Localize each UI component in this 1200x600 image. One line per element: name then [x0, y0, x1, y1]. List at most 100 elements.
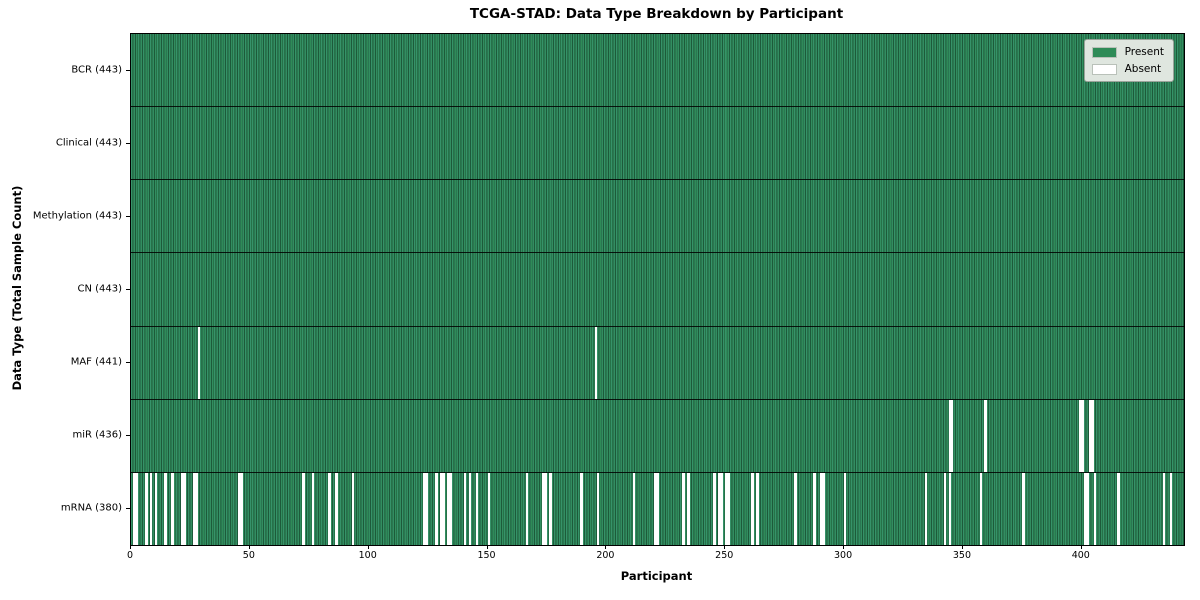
absent-gap: [468, 472, 471, 545]
legend: Present Absent: [1083, 39, 1174, 82]
x-tick-label: 400: [1071, 550, 1090, 561]
heatmap-row-clinical: [131, 107, 1184, 181]
absent-gap: [197, 326, 200, 399]
absent-gap: [725, 472, 728, 545]
heatmap-row-methylation: [131, 180, 1184, 254]
absent-gap: [580, 472, 583, 545]
x-tick-mark: [248, 545, 250, 549]
y-tick-mark: [126, 288, 130, 290]
x-axis-label: Participant: [620, 569, 693, 583]
legend-item-present: Present: [1091, 46, 1164, 58]
y-tick-mark: [126, 69, 130, 71]
y-tick-mark: [126, 142, 130, 144]
heatmap-row-bcr: [131, 34, 1184, 108]
absent-gap: [594, 326, 597, 399]
absent-gap: [656, 472, 659, 545]
absent-gap: [844, 472, 847, 545]
x-tick-label: 350: [952, 550, 972, 561]
absent-gap: [653, 472, 657, 545]
heatmap-rows: [131, 34, 1184, 545]
chart-title: TCGA-STAD: Data Type Breakdown by Partic…: [469, 6, 844, 22]
legend-item-absent: Absent: [1091, 63, 1164, 75]
absent-gap: [1117, 472, 1120, 545]
absent-gap: [687, 472, 690, 545]
absent-gap: [335, 472, 338, 545]
y-tick-label: MAF (441): [70, 356, 122, 367]
y-tick-mark: [126, 507, 130, 509]
present-swatch-icon: [1091, 46, 1117, 58]
absent-gap: [713, 472, 716, 545]
x-tick-mark: [843, 545, 845, 549]
absent-gap: [475, 472, 479, 545]
absent-gap: [423, 472, 426, 545]
heatmap-row-cn: [131, 253, 1184, 327]
plot-area: Present Absent: [130, 33, 1185, 546]
absent-gap: [154, 472, 158, 545]
absent-gap: [352, 472, 355, 545]
x-tick-mark: [724, 545, 726, 549]
y-tick-mark: [126, 215, 130, 217]
heatmap-row-mrna: [131, 472, 1184, 545]
absent-gap: [542, 472, 545, 545]
absent-gap: [1093, 472, 1097, 545]
absent-gap: [440, 472, 443, 545]
absent-gap: [487, 472, 490, 545]
absent-gap: [820, 472, 823, 545]
absent-gap: [756, 472, 759, 545]
absent-gap: [718, 472, 721, 545]
y-tick-mark: [126, 434, 130, 436]
absent-gap: [948, 399, 952, 472]
absent-gap: [311, 472, 315, 545]
x-tick-label: 200: [596, 550, 615, 561]
heatmap-row-maf: [131, 326, 1184, 400]
absent-gap: [1084, 472, 1087, 545]
y-axis-label: Data Type (Total Sample Count): [10, 185, 24, 391]
absent-gap: [525, 472, 528, 545]
absent-gap: [682, 472, 685, 545]
absent-gap: [302, 472, 305, 545]
absent-gap: [145, 472, 148, 545]
absent-gap: [943, 472, 947, 545]
x-tick-label: 150: [477, 550, 496, 561]
absent-gap: [632, 472, 635, 545]
absent-gap: [449, 472, 452, 545]
absent-gap: [1081, 399, 1085, 472]
absent-gap: [794, 472, 797, 545]
absent-gap: [150, 472, 153, 545]
absent-gap: [813, 472, 816, 545]
x-tick-mark: [961, 545, 963, 549]
absent-gap: [240, 472, 243, 545]
x-tick-mark: [130, 545, 131, 549]
x-tick-label: 250: [715, 550, 734, 561]
absent-gap: [596, 472, 600, 545]
x-tick-label: 100: [358, 550, 377, 561]
absent-gap: [924, 472, 928, 545]
absent-gap: [549, 472, 552, 545]
heatmap-row-mir: [131, 399, 1184, 473]
absent-gap: [183, 472, 186, 545]
y-tick-label: miR (436): [72, 429, 122, 440]
x-tick-label: 50: [242, 550, 255, 561]
absent-gap: [1022, 472, 1025, 545]
absent-gap: [720, 472, 723, 545]
x-tick-mark: [367, 545, 369, 549]
x-tick-label: 300: [834, 550, 853, 561]
absent-gap: [979, 472, 982, 545]
absent-gap: [751, 472, 754, 545]
absent-gap: [544, 472, 547, 545]
legend-label-present: Present: [1124, 46, 1164, 58]
absent-gap: [164, 472, 167, 545]
absent-gap: [442, 472, 445, 545]
absent-gap: [133, 472, 136, 545]
absent-gap: [951, 399, 954, 472]
absent-gap: [948, 472, 952, 545]
absent-gap: [180, 472, 184, 545]
absent-gap: [1088, 399, 1092, 472]
absent-gap: [1086, 472, 1089, 545]
absent-gap: [822, 472, 826, 545]
y-tick-label: Clinical (443): [55, 137, 122, 148]
absent-gap: [727, 472, 730, 545]
absent-gap: [463, 472, 467, 545]
x-tick-mark: [486, 545, 488, 549]
